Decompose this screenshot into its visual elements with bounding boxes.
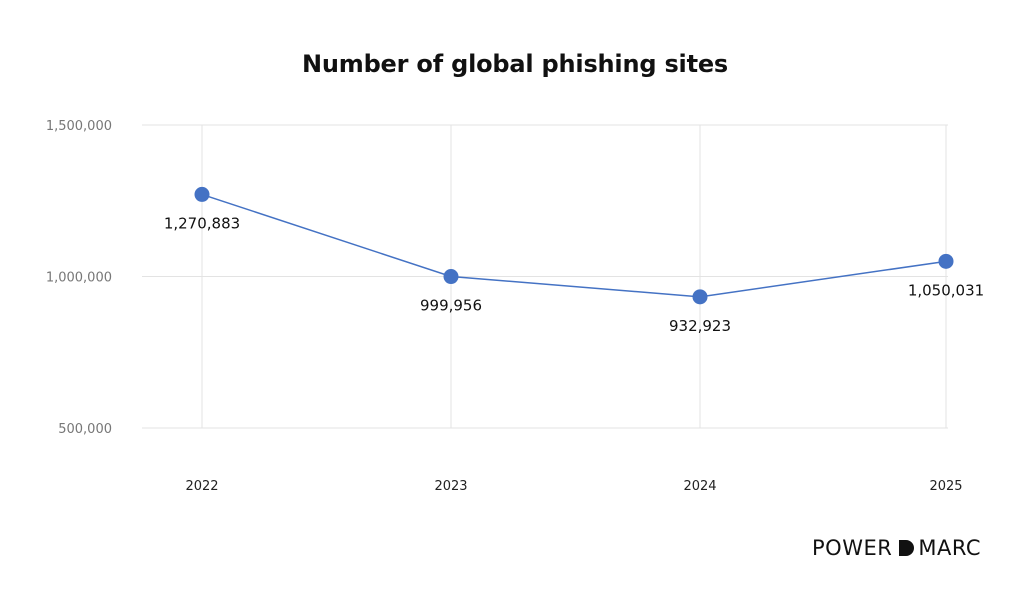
brand-d-mark-icon [899,540,915,556]
chart-title: Number of global phishing sites [301,50,729,78]
data-point [938,253,954,269]
series-line [201,193,947,298]
data-point [194,186,210,202]
brand-left: POWER [812,536,893,560]
brand-right: MARC [918,536,982,560]
y-tick-label: 500,000 [58,422,112,437]
data-point [692,289,708,305]
data-points [194,186,954,305]
data-label: 1,050,031 [908,281,984,299]
data-point [443,269,459,285]
x-tick-label: 2022 [185,479,218,494]
data-label: 1,270,883 [164,214,240,232]
x-tick-label: 2023 [434,479,467,494]
data-labels: 1,270,883 999,956 932,923 1,050,031 [164,214,984,334]
x-axis-ticks: 2022 2023 2024 2025 [185,479,962,494]
x-tick-label: 2025 [929,479,962,494]
y-tick-label: 1,000,000 [46,271,112,286]
y-axis-ticks: 500,000 1,000,000 1,500,000 [46,119,112,437]
grid-layer [142,124,948,429]
powerdmarc-logo: POWER MARC [812,534,987,562]
series-line-layer [201,193,947,298]
data-label: 999,956 [420,297,482,315]
y-tick-label: 1,500,000 [46,119,112,134]
x-tick-label: 2024 [683,479,716,494]
data-label: 932,923 [669,317,731,335]
